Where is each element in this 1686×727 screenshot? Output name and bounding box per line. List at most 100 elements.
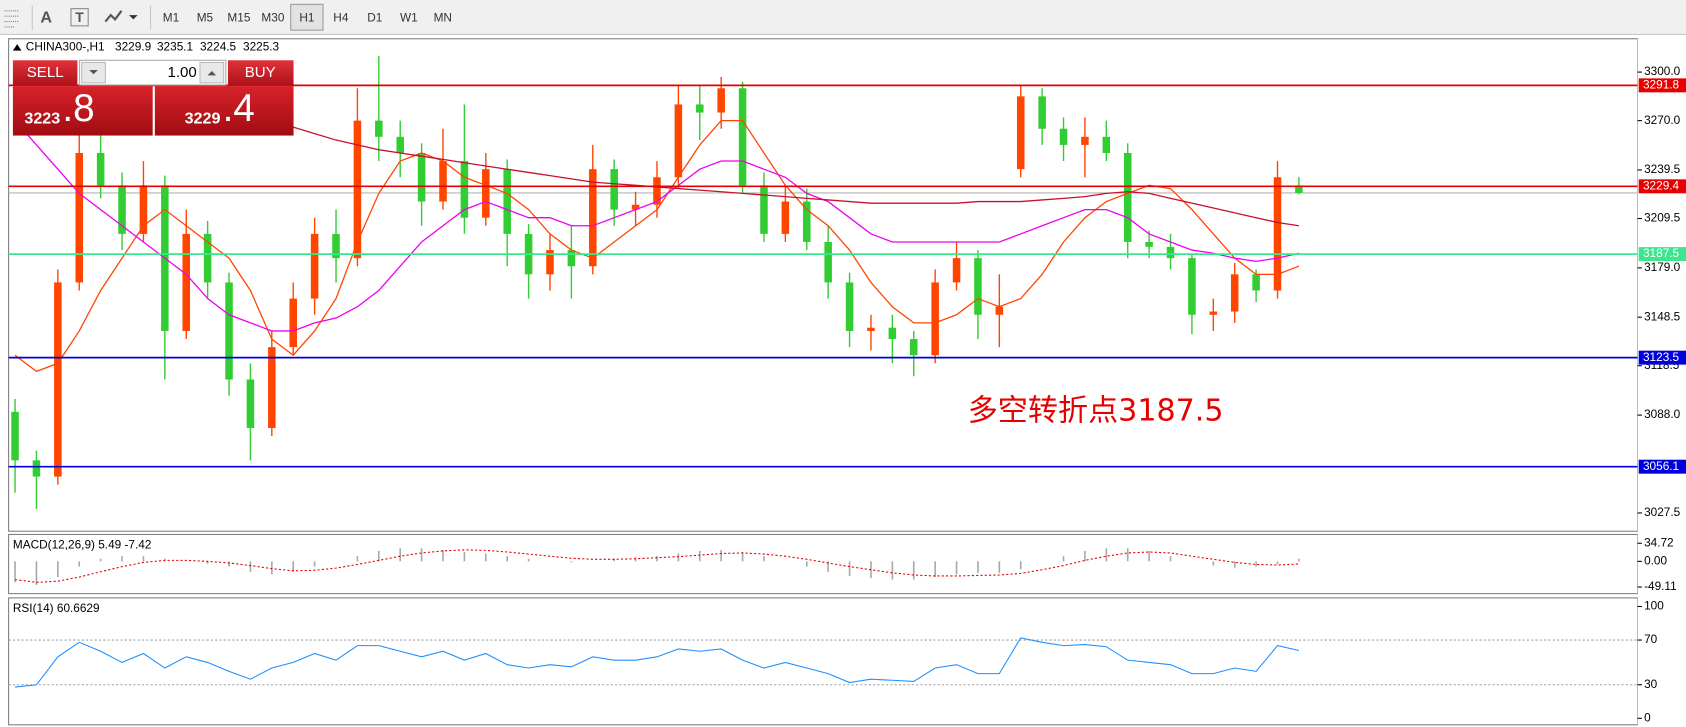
timeframe-label[interactable]: H1 xyxy=(299,10,314,24)
level-label: 3229.4 xyxy=(1643,178,1680,192)
candle-body xyxy=(610,169,618,210)
timeframe-label[interactable]: M1 xyxy=(163,10,179,24)
candle-body xyxy=(1230,274,1239,312)
timeframe-label[interactable]: H4 xyxy=(333,10,349,24)
candle-body xyxy=(75,152,84,283)
candle-body xyxy=(96,152,105,186)
candle-body xyxy=(1209,311,1218,315)
y-tick-label: 3270.0 xyxy=(1644,113,1681,127)
crosshair-tool[interactable] xyxy=(4,10,20,28)
timeframe-label[interactable]: D1 xyxy=(367,10,382,24)
timeframe-bg xyxy=(290,3,324,31)
header-open: 3229.9 xyxy=(115,40,152,54)
candle-body xyxy=(888,327,897,340)
candle-body xyxy=(482,169,490,218)
level-tag xyxy=(1638,459,1686,474)
price-chart: 3300.03270.03239.53209.53179.03148.53118… xyxy=(8,40,1686,519)
candle-body xyxy=(182,233,190,331)
timeframe-button[interactable]: M5 xyxy=(189,4,221,30)
timeframe-label[interactable]: M5 xyxy=(197,10,214,24)
level-label: 3187.5 xyxy=(1643,246,1680,260)
candle-body xyxy=(375,120,383,137)
candle-body xyxy=(781,201,790,234)
buy-label[interactable]: BUY xyxy=(245,64,276,81)
candle-body xyxy=(589,169,597,267)
level-tag xyxy=(1638,78,1686,93)
level-label: 3123.5 xyxy=(1643,350,1680,364)
header-symbol: CHINA300-,H1 xyxy=(26,40,105,54)
buy-button[interactable] xyxy=(227,60,294,86)
candle-body xyxy=(1016,96,1025,170)
moving-average xyxy=(14,120,1300,332)
candle-body xyxy=(824,241,832,283)
subwindow-frame xyxy=(8,597,1639,726)
y-tick-label: 100 xyxy=(1644,599,1664,613)
timeframe-label[interactable]: W1 xyxy=(400,10,418,24)
timeframe-label[interactable]: M15 xyxy=(227,10,250,24)
level-tag xyxy=(1638,247,1686,262)
candle-body xyxy=(54,282,62,477)
candle-body xyxy=(225,282,233,380)
candle-body xyxy=(738,88,747,186)
candle-body xyxy=(995,306,1004,315)
candle-body xyxy=(803,201,811,242)
candle-body xyxy=(289,298,297,348)
label-tool-frame[interactable] xyxy=(70,8,89,27)
level-label: 3056.1 xyxy=(1643,459,1679,473)
timeframe-button[interactable]: H4 xyxy=(325,4,357,30)
candle-body xyxy=(139,185,148,234)
chart-header: CHINA300-,H1 3229.9 3235.1 3224.5 3225.3 xyxy=(12,40,280,54)
candle-body xyxy=(546,250,554,275)
price-scale xyxy=(1637,534,1686,594)
dropdown-arrow xyxy=(129,15,138,20)
timeframe-button[interactable]: D1 xyxy=(359,4,391,30)
candle-body xyxy=(1123,152,1132,242)
timeframe-label[interactable]: MN xyxy=(434,10,452,24)
label-tool[interactable]: T xyxy=(75,9,84,25)
candle-body xyxy=(1145,241,1153,247)
header-low: 3224.5 xyxy=(200,40,237,54)
y-tick-label: 30 xyxy=(1644,677,1658,691)
candle-body xyxy=(567,250,576,267)
candle-body xyxy=(460,161,469,218)
sell-label[interactable]: SELL xyxy=(27,64,64,81)
candle-body xyxy=(11,411,19,461)
candle-body xyxy=(1059,128,1068,145)
moving-average xyxy=(14,119,1300,373)
rsi-line xyxy=(14,637,1300,688)
timeframe-label[interactable]: M30 xyxy=(261,10,284,24)
timeframe-button[interactable]: M1 xyxy=(155,4,187,30)
candle-body xyxy=(1273,177,1282,291)
header-close: 3225.3 xyxy=(243,40,280,54)
candle-body xyxy=(1081,136,1089,145)
timeframe-button[interactable]: H1 xyxy=(290,3,324,31)
y-tick-label: 3300.0 xyxy=(1644,64,1681,78)
timeframe-button[interactable]: W1 xyxy=(393,4,425,30)
y-tick-label: 0 xyxy=(1644,710,1651,724)
candle-body xyxy=(1295,185,1303,193)
timeframe-button[interactable]: MN xyxy=(427,4,459,30)
candle-body xyxy=(439,161,447,202)
objects-tool[interactable] xyxy=(104,10,138,23)
candle-body xyxy=(631,204,640,210)
buy-price-frac: .4 xyxy=(223,87,255,130)
candle-body xyxy=(696,104,704,113)
macd-window: 34.72 0.00 -49.11 MACD(12,26,9) 5.49 -7.42 xyxy=(13,535,1677,593)
candle-body xyxy=(503,169,511,234)
y-tick-label: 3209.5 xyxy=(1644,211,1681,225)
buy-price-box[interactable] xyxy=(154,86,294,136)
arrow-up xyxy=(207,71,217,76)
moving-average xyxy=(271,119,1300,227)
text-tool[interactable]: A xyxy=(40,9,52,27)
y-tick-label: 3239.5 xyxy=(1644,162,1681,176)
sell-price-box[interactable] xyxy=(12,86,153,136)
timeframe-button[interactable]: M30 xyxy=(257,4,289,30)
candle-body xyxy=(268,347,276,429)
sell-button[interactable] xyxy=(12,60,78,86)
lot-value[interactable]: 1.00 xyxy=(167,64,196,81)
rsi-label: RSI(14) 60.6629 xyxy=(13,601,100,615)
tool-icon xyxy=(104,10,123,23)
timeframe-button[interactable]: M15 xyxy=(223,4,255,30)
